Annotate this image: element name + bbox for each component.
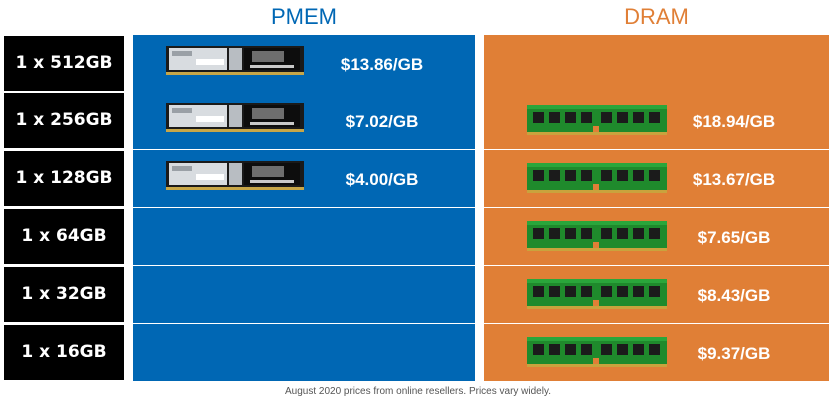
dram-module-icon: [527, 162, 667, 193]
pmem-module-icon: [166, 160, 304, 190]
dram-cell: $9.37/GB: [484, 324, 829, 381]
dram-cell: $8.43/GB: [484, 266, 829, 323]
pmem-module-icon: [166, 102, 304, 132]
row-label: 1 x 16GB: [4, 325, 124, 380]
row-label: 1 x 128GB: [4, 151, 124, 206]
row-label: 1 x 64GB: [4, 209, 124, 264]
pmem-price: $7.02/GB: [345, 112, 419, 131]
dram-price: $8.43/GB: [697, 286, 771, 305]
pmem-cell: $4.00/GB: [133, 150, 475, 207]
dram-module-icon: [527, 220, 667, 251]
row-label: 1 x 32GB: [4, 267, 124, 322]
pmem-header: PMEM: [271, 4, 337, 29]
dram-price: $7.65/GB: [697, 228, 771, 247]
pmem-cell: $7.02/GB: [133, 92, 475, 149]
pmem-cell: [133, 266, 475, 323]
dram-cell: $7.65/GB: [484, 208, 829, 265]
dram-module-icon: [527, 336, 667, 367]
pmem-price: $13.86/GB: [340, 55, 424, 74]
dram-price: $9.37/GB: [697, 344, 771, 363]
pmem-module-icon: [166, 45, 304, 75]
dram-cell: [484, 35, 829, 92]
row-label: 1 x 512GB: [4, 36, 124, 91]
pmem-price: $4.00/GB: [345, 170, 419, 189]
pmem-cell: [133, 208, 475, 265]
row-label: 1 x 256GB: [4, 93, 124, 148]
dram-cell: $18.94/GB: [484, 92, 829, 149]
footer-note: August 2020 prices from online resellers…: [284, 386, 552, 397]
dram-header: DRAM: [624, 4, 689, 29]
dram-price: $13.67/GB: [692, 170, 776, 189]
dram-module-icon: [527, 104, 667, 135]
dram-module-icon: [527, 278, 667, 309]
pmem-cell: $13.86/GB: [133, 35, 475, 92]
pmem-cell: [133, 324, 475, 381]
dram-cell: $13.67/GB: [484, 150, 829, 207]
dram-price: $18.94/GB: [692, 112, 776, 131]
